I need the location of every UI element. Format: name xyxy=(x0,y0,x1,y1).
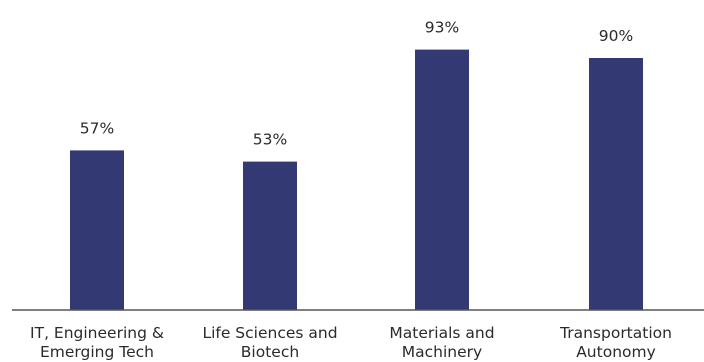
category-label-0-line-1: Emerging Tech xyxy=(40,343,154,361)
bar-0 xyxy=(70,150,124,310)
category-label-2: Materials and Machinery xyxy=(389,324,494,361)
data-label-1: 53% xyxy=(253,131,287,149)
category-labels-group: IT, Engineering & Emerging Tech Life Scien… xyxy=(30,324,672,361)
category-label-1-line-1: Biotech xyxy=(241,343,299,361)
category-label-1: Life Sciences and Biotech xyxy=(202,324,337,361)
bar-1 xyxy=(243,161,297,310)
bars-group xyxy=(70,49,643,310)
bar-3 xyxy=(589,58,643,310)
category-label-3-line-1: Autonomy xyxy=(576,343,656,361)
category-label-2-line-0: Materials and xyxy=(389,324,494,342)
category-label-3: Transportation Autonomy xyxy=(559,324,672,361)
category-label-0-line-0: IT, Engineering & xyxy=(30,324,164,342)
data-label-3: 90% xyxy=(599,27,633,45)
data-label-2: 93% xyxy=(425,19,459,37)
data-label-0: 57% xyxy=(80,119,114,137)
category-label-2-line-1: Machinery xyxy=(402,343,482,361)
category-label-1-line-0: Life Sciences and xyxy=(202,324,337,342)
category-label-3-line-0: Transportation xyxy=(559,324,672,342)
category-label-0: IT, Engineering & Emerging Tech xyxy=(30,324,164,361)
data-labels-group: 57% 53% 93% 90% xyxy=(80,19,633,149)
bar-2 xyxy=(415,49,469,310)
